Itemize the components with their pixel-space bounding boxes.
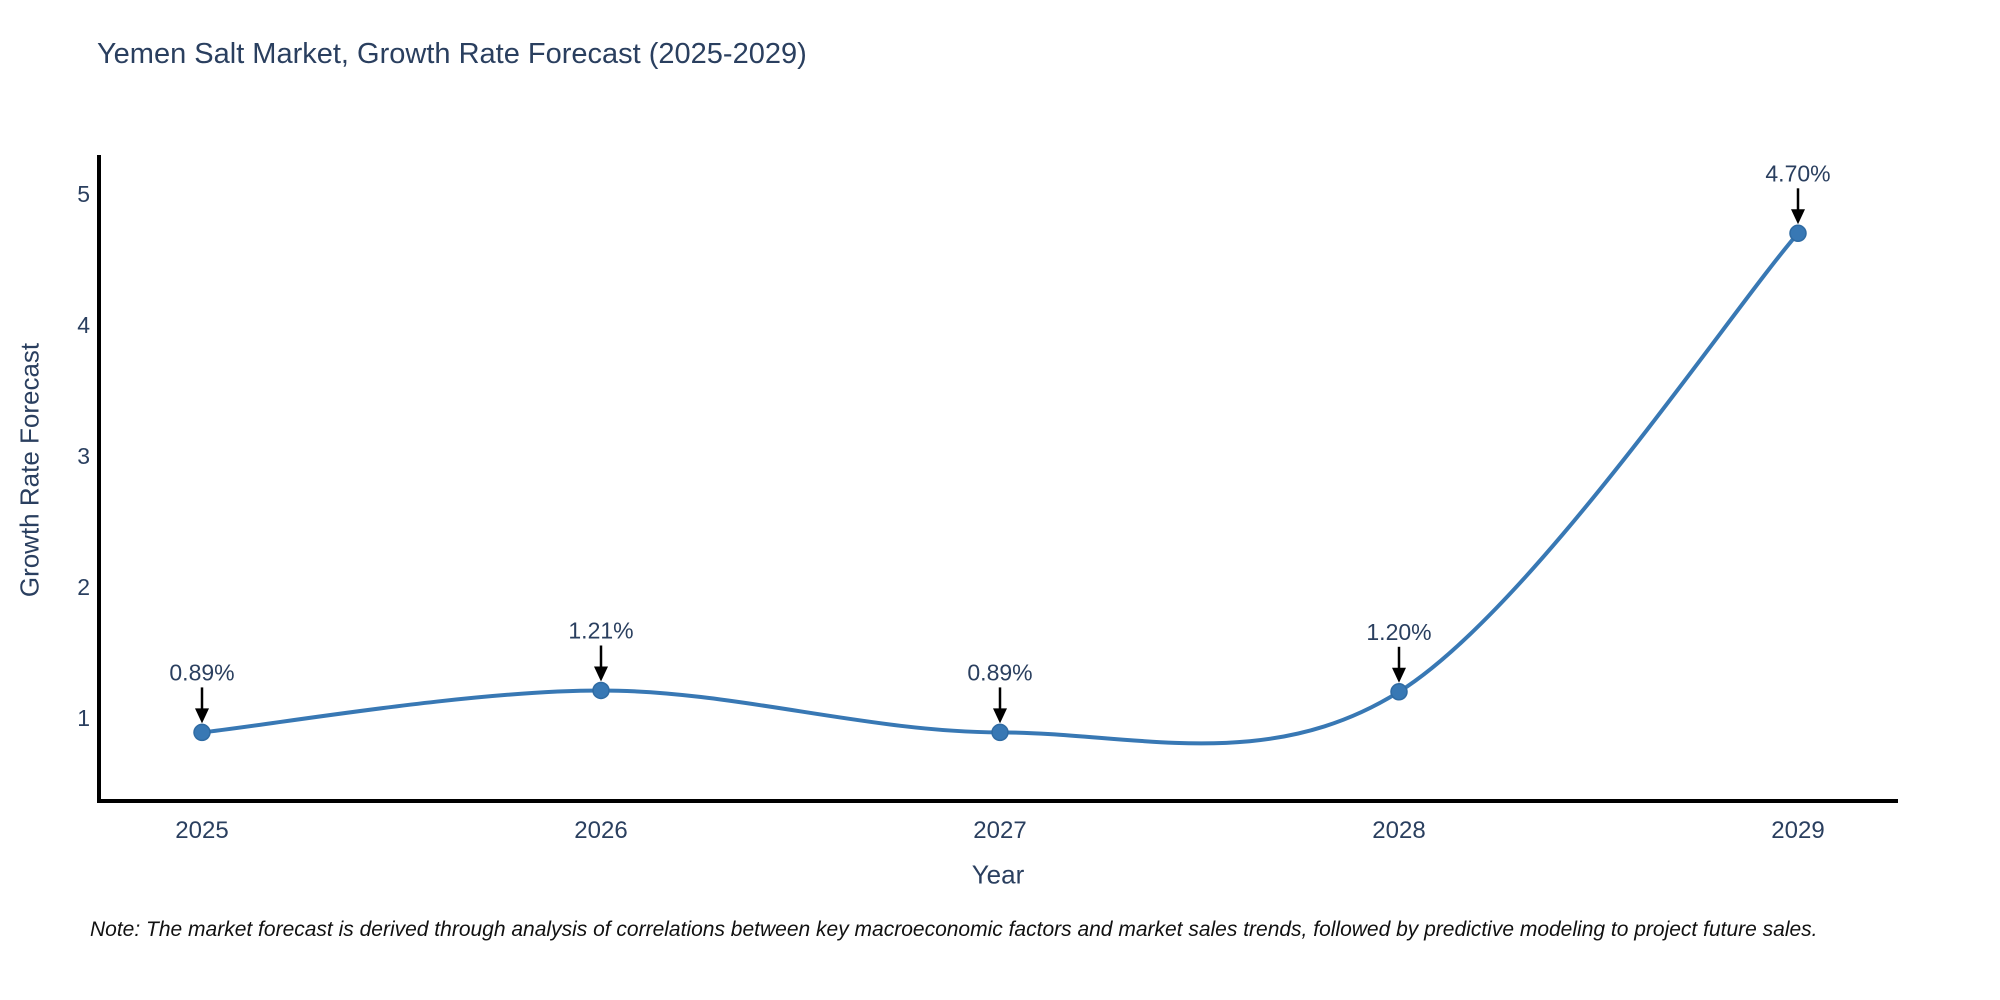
y-tick-label: 5 bbox=[77, 181, 90, 207]
y-tick-label: 4 bbox=[77, 312, 90, 338]
annotation-arrowhead-icon bbox=[1791, 209, 1805, 225]
y-tick-label: 1 bbox=[77, 705, 90, 731]
x-tick-label: 2028 bbox=[1372, 817, 1425, 844]
chart-title: Yemen Salt Market, Growth Rate Forecast … bbox=[97, 38, 807, 70]
y-tick-label: 3 bbox=[77, 443, 90, 469]
y-tick-label: 2 bbox=[77, 574, 90, 600]
footnote: Note: The market forecast is derived thr… bbox=[90, 918, 1818, 941]
annotation-label: 1.21% bbox=[568, 617, 633, 643]
annotation-label: 1.20% bbox=[1366, 619, 1431, 645]
data-point-marker-2029[interactable] bbox=[1789, 224, 1807, 243]
annotation-label: 0.89% bbox=[967, 659, 1032, 685]
data-point-marker-2026[interactable] bbox=[592, 681, 610, 700]
data-point-marker-2025[interactable] bbox=[193, 723, 211, 742]
x-tick-label: 2025 bbox=[175, 817, 228, 844]
annotation-arrowhead-icon bbox=[195, 708, 209, 724]
x-tick-label: 2026 bbox=[574, 817, 627, 844]
annotation-arrowhead-icon bbox=[1392, 667, 1406, 683]
x-tick-label: 2029 bbox=[1771, 817, 1824, 844]
annotation-label: 4.70% bbox=[1765, 160, 1830, 186]
annotation-arrowhead-icon bbox=[993, 708, 1007, 724]
x-tick-label: 2027 bbox=[973, 817, 1026, 844]
annotation-arrowhead-icon bbox=[594, 666, 608, 682]
annotation-label: 0.89% bbox=[169, 659, 234, 685]
forecast-line bbox=[200, 231, 1800, 746]
x-axis-title: Year bbox=[971, 859, 1025, 890]
data-point-marker-2028[interactable] bbox=[1390, 683, 1408, 701]
data-point-marker-2027[interactable] bbox=[991, 723, 1009, 742]
